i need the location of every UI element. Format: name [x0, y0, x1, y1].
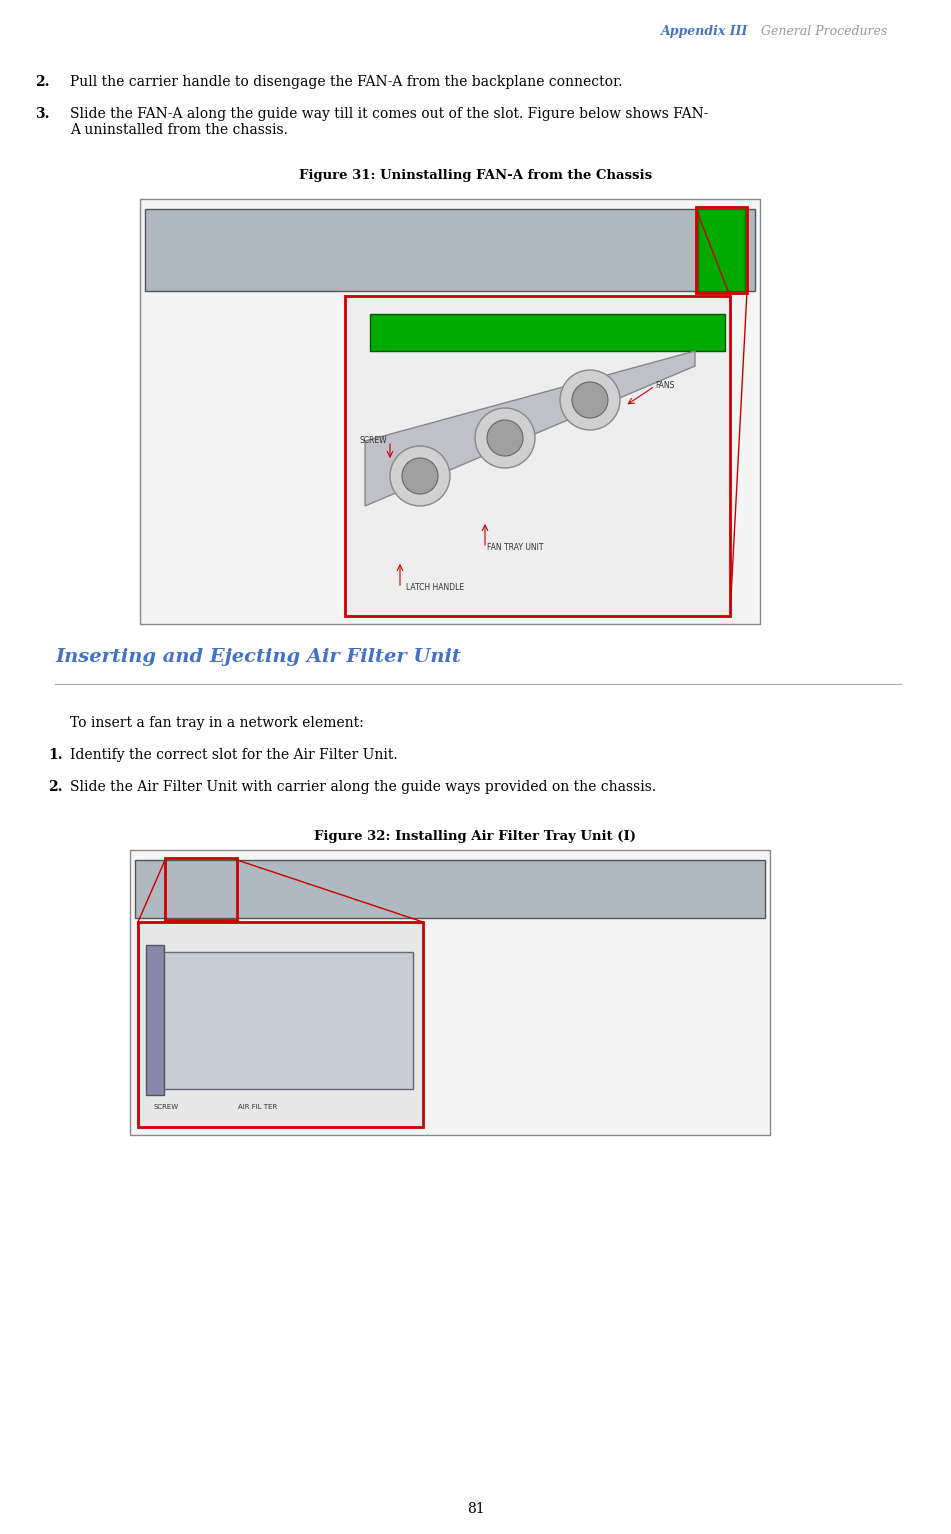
Text: FANS: FANS	[655, 382, 674, 391]
Circle shape	[402, 459, 438, 494]
Circle shape	[475, 408, 535, 468]
Text: SCREW: SCREW	[360, 437, 388, 445]
Text: 1.: 1.	[48, 749, 63, 762]
Bar	[145, 209, 755, 291]
Bar	[138, 922, 423, 1127]
Text: 3.: 3.	[35, 107, 49, 121]
Bar	[150, 953, 413, 1089]
Bar	[165, 858, 237, 920]
Text: Inserting and Ejecting Air Filter Unit: Inserting and Ejecting Air Filter Unit	[55, 647, 461, 666]
Text: Pull the carrier handle to disengage the FAN-A from the backplane connector.: Pull the carrier handle to disengage the…	[70, 75, 623, 89]
Bar	[698, 209, 745, 291]
Text: Figure 31: Uninstalling FAN-A from the Chassis: Figure 31: Uninstalling FAN-A from the C…	[299, 169, 652, 183]
Circle shape	[390, 446, 450, 506]
Text: 2.: 2.	[48, 779, 63, 795]
Text: FAN TRAY UNIT: FAN TRAY UNIT	[487, 543, 543, 552]
Polygon shape	[365, 351, 695, 506]
Bar	[345, 296, 730, 617]
Text: Identify the correct slot for the Air Filter Unit.: Identify the correct slot for the Air Fi…	[70, 749, 398, 762]
Circle shape	[487, 420, 523, 456]
Bar	[135, 861, 765, 917]
Text: SCREW: SCREW	[153, 1104, 178, 1111]
Text: General Procedures: General Procedures	[753, 25, 887, 38]
Text: Figure 32: Installing Air Filter Tray Unit (I): Figure 32: Installing Air Filter Tray Un…	[315, 830, 636, 844]
Text: LATCH HANDLE: LATCH HANDLE	[406, 583, 464, 592]
Text: 81: 81	[467, 1502, 484, 1516]
Text: AIR FIL TER: AIR FIL TER	[238, 1104, 278, 1111]
Text: Appendix III: Appendix III	[661, 25, 748, 38]
Text: Slide the FAN-A along the guide way till it comes out of the slot. Figure below : Slide the FAN-A along the guide way till…	[70, 107, 708, 137]
Polygon shape	[370, 314, 725, 351]
Bar	[146, 945, 164, 1095]
Circle shape	[560, 370, 620, 430]
Bar	[130, 850, 770, 1135]
Text: To insert a fan tray in a network element:: To insert a fan tray in a network elemen…	[70, 716, 363, 730]
Bar	[696, 207, 747, 293]
Circle shape	[572, 382, 608, 417]
Text: 2.: 2.	[35, 75, 49, 89]
Bar	[140, 199, 760, 624]
Text: Slide the Air Filter Unit with carrier along the guide ways provided on the chas: Slide the Air Filter Unit with carrier a…	[70, 779, 656, 795]
